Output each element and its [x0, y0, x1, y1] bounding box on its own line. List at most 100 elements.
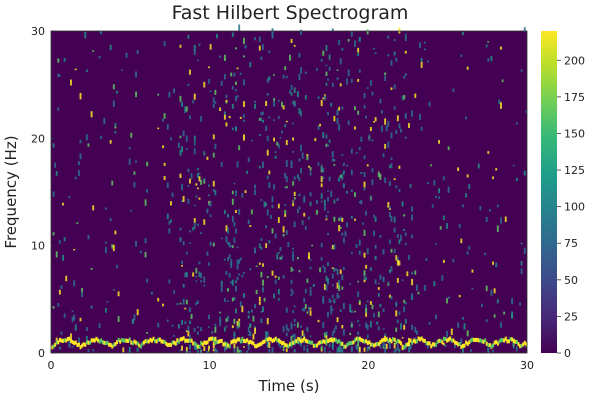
heatmap-cell [341, 274, 344, 281]
heatmap-cell [304, 225, 307, 230]
heatmap-cell [198, 43, 201, 46]
heatmap-cell [85, 134, 88, 141]
heatmap-cell [382, 341, 385, 348]
heatmap-cell [146, 189, 149, 193]
heatmap-cell [90, 267, 93, 270]
heatmap-cell [130, 132, 133, 138]
heatmap-cell [284, 66, 287, 71]
heatmap-cell [339, 226, 342, 229]
heatmap-cell [501, 79, 504, 83]
heatmap-cell [496, 299, 499, 304]
heatmap-cell [304, 71, 307, 75]
heatmap-cell [404, 73, 407, 76]
heatmap-cell [308, 306, 310, 311]
x-tick-label: 20 [361, 359, 375, 372]
heatmap-cell [57, 58, 60, 63]
heatmap-cell [430, 164, 433, 167]
heatmap-cell [198, 261, 201, 265]
heatmap-cell [290, 341, 293, 346]
heatmap-cell [396, 338, 399, 343]
heatmap-cell [195, 183, 198, 186]
heatmap-cell [293, 318, 296, 323]
heatmap-cell [104, 307, 107, 313]
heatmap-cell [57, 107, 60, 111]
heatmap-cell [328, 176, 331, 182]
heatmap-cell [363, 347, 366, 352]
heatmap-cell [331, 151, 334, 158]
heatmap-cell [173, 334, 176, 337]
heatmap-cell [216, 349, 218, 353]
heatmap-cell [76, 222, 79, 225]
heatmap-cell [92, 50, 95, 52]
heatmap-cell [176, 338, 179, 343]
heatmap-cell [374, 117, 377, 122]
heatmap-cell [230, 281, 233, 284]
heatmap-cell [235, 339, 238, 344]
colorbar-tick-label: 100 [564, 201, 585, 214]
heatmap-cell [219, 55, 222, 58]
heatmap-cell [333, 199, 336, 204]
heatmap-cell [162, 145, 164, 149]
heatmap-cell [281, 101, 283, 107]
heatmap-cell [434, 195, 437, 198]
heatmap-cell [423, 284, 426, 291]
heatmap-cell [311, 244, 314, 247]
heatmap-cell [242, 271, 245, 275]
heatmap-cell [342, 162, 345, 167]
heatmap-cell [196, 350, 199, 353]
heatmap-cell [192, 99, 195, 104]
heatmap-cell [203, 346, 206, 352]
heatmap-cell [268, 342, 271, 344]
heatmap-cell [225, 317, 228, 323]
heatmap-cell [139, 344, 142, 349]
heatmap-cell [133, 314, 136, 321]
heatmap-cell [292, 340, 295, 345]
heatmap-cell [320, 257, 323, 261]
heatmap-cell [216, 339, 218, 344]
heatmap-cell [515, 122, 518, 125]
heatmap-cell [206, 208, 209, 214]
heatmap-cell [106, 300, 109, 303]
heatmap-cell [258, 301, 261, 305]
heatmap-cell [130, 209, 133, 212]
heatmap-cell [100, 338, 103, 343]
heatmap-cell [189, 320, 191, 325]
heatmap-cell [206, 340, 209, 345]
heatmap-cell [414, 339, 417, 344]
heatmap-cell [246, 170, 249, 174]
heatmap-cell [388, 212, 391, 218]
heatmap-cell [185, 271, 188, 278]
heatmap-cell [342, 329, 345, 336]
heatmap-cell [238, 349, 241, 353]
heatmap-cell [490, 289, 493, 296]
heatmap-cell [235, 126, 237, 132]
heatmap-cell [408, 337, 410, 344]
heatmap-cell [166, 123, 169, 130]
heatmap-cell [116, 90, 118, 94]
heatmap-cell [309, 307, 312, 310]
heatmap-cell [393, 349, 396, 353]
heatmap-cell [404, 36, 407, 42]
heatmap-cell [349, 283, 352, 286]
heatmap-cell [79, 317, 82, 322]
heatmap-cell [349, 341, 352, 346]
heatmap-cell [293, 197, 296, 200]
heatmap-cell [52, 143, 55, 148]
heatmap-cell [400, 323, 402, 330]
heatmap-cell [415, 332, 418, 335]
heatmap-cell [331, 28, 334, 32]
heatmap-cell [357, 331, 360, 336]
heatmap-cell [461, 317, 464, 320]
heatmap-cell [233, 334, 236, 340]
heatmap-cell [109, 342, 112, 347]
heatmap-cell [168, 228, 171, 234]
heatmap-cell [327, 190, 329, 192]
heatmap-cell [365, 322, 368, 329]
heatmap-cell [187, 185, 190, 188]
heatmap-cell [258, 342, 261, 347]
heatmap-cell [192, 226, 195, 231]
heatmap-cell [208, 262, 210, 266]
heatmap-cell [322, 176, 325, 180]
heatmap-cell [181, 345, 183, 351]
heatmap-cell [114, 122, 117, 128]
